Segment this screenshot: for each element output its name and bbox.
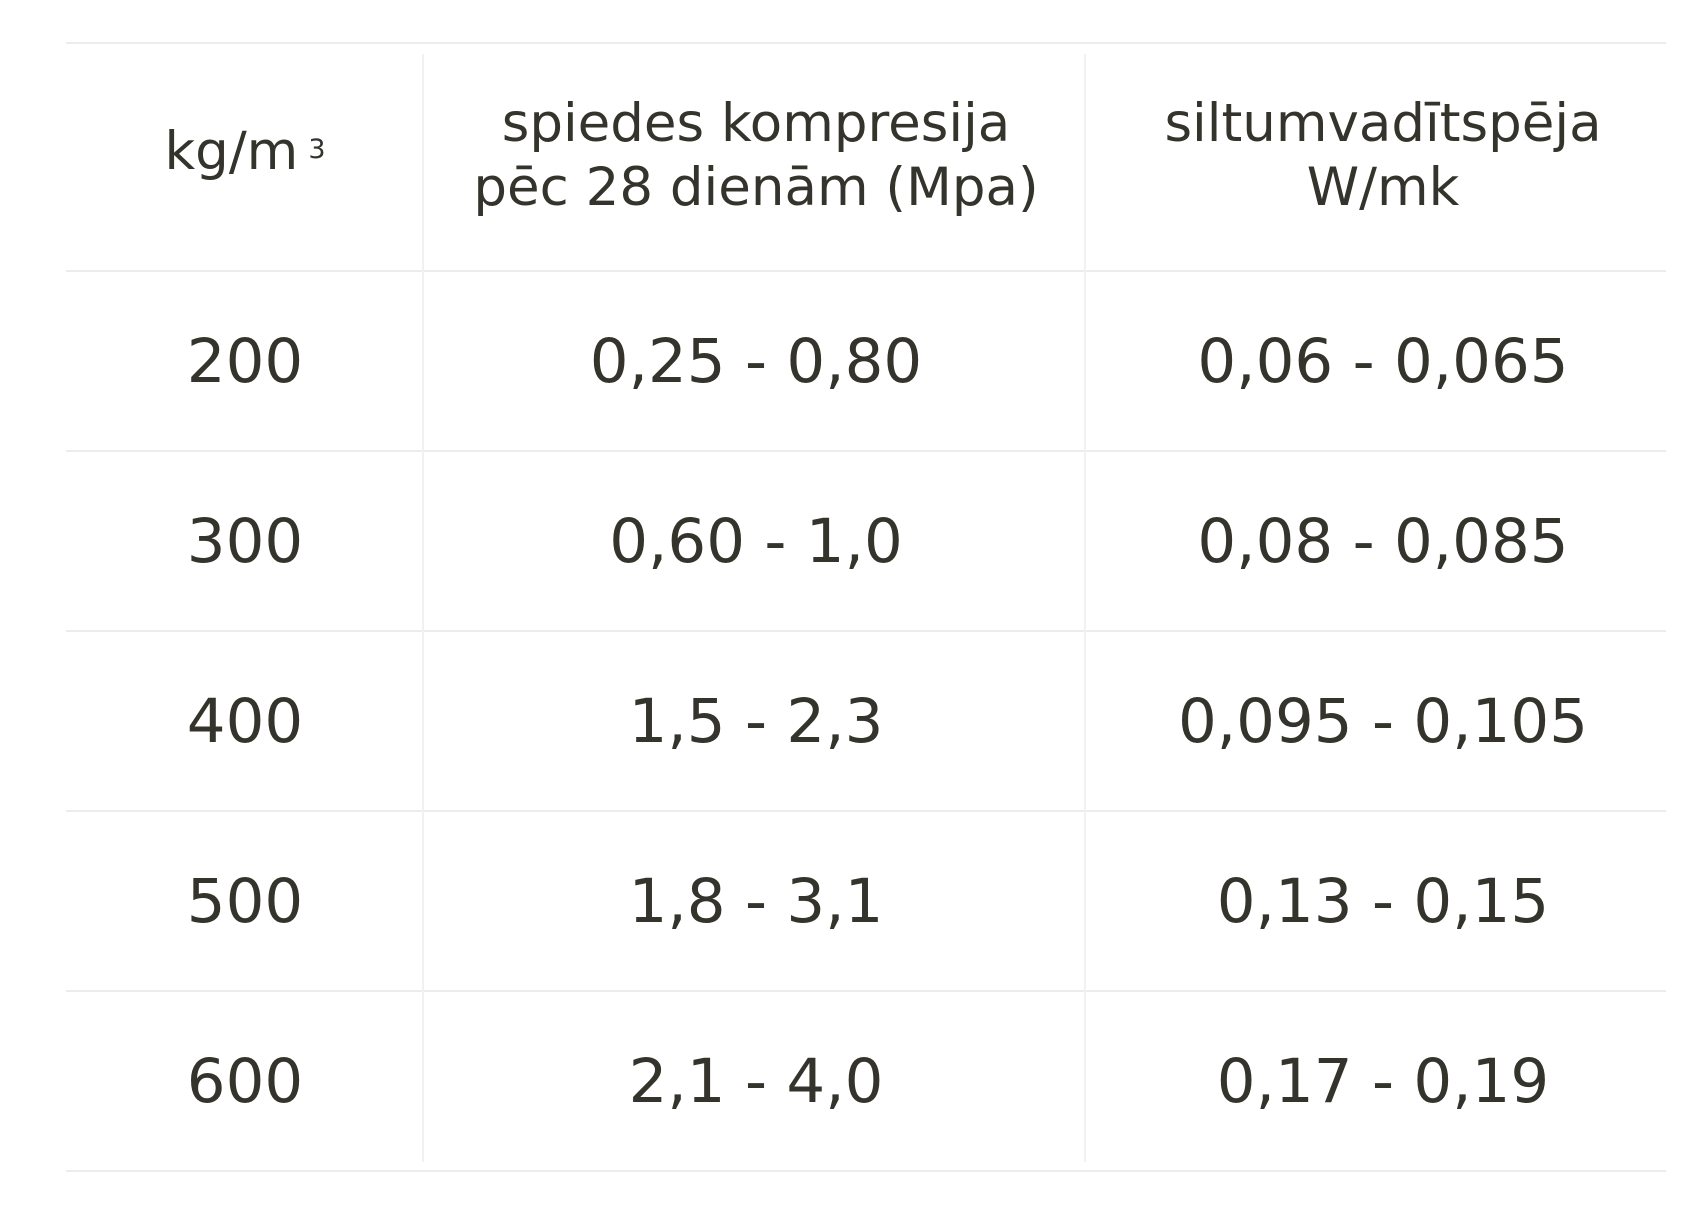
cell-conductivity: 0,08 - 0,085	[1197, 505, 1569, 577]
header-conductivity: siltumvadītspēja W/mk	[1088, 44, 1678, 268]
header-conductivity-line2: W/mk	[1306, 157, 1460, 218]
row-divider	[66, 810, 1666, 812]
cell-compression: 1,5 - 2,3	[628, 685, 884, 757]
cell-conductivity: 0,17 - 0,19	[1216, 1045, 1550, 1117]
header-density-unit: kg/m	[164, 121, 299, 182]
cell-compression: 0,25 - 0,80	[589, 325, 923, 397]
cell-density: 200	[186, 325, 304, 397]
row-divider	[66, 450, 1666, 452]
row-divider	[66, 630, 1666, 632]
cell-conductivity: 0,06 - 0,065	[1197, 325, 1569, 397]
column-divider	[422, 54, 424, 1162]
cell-density: 300	[186, 505, 304, 577]
header-density: kg/m 3	[66, 44, 424, 268]
cell-density: 600	[186, 1045, 304, 1117]
cell-conductivity: 0,13 - 0,15	[1216, 865, 1550, 937]
row-divider	[66, 990, 1666, 992]
header-compression-line1: spiedes kompresija	[501, 93, 1011, 154]
header-divider	[66, 270, 1666, 272]
cell-conductivity: 0,095 - 0,105	[1177, 685, 1589, 757]
table-top-border	[66, 42, 1666, 44]
cell-compression: 1,8 - 3,1	[628, 865, 884, 937]
cell-density: 400	[186, 685, 304, 757]
cell-compression: 0,60 - 1,0	[609, 505, 903, 577]
table-bottom-border	[66, 1170, 1666, 1172]
header-compression: spiedes kompresija pēc 28 dienām (Mpa)	[426, 44, 1086, 268]
header-conductivity-line1: siltumvadītspēja	[1164, 93, 1602, 154]
cell-compression: 2,1 - 4,0	[628, 1045, 884, 1117]
cell-density: 500	[186, 865, 304, 937]
header-compression-line2: pēc 28 dienām (Mpa)	[473, 157, 1039, 218]
column-divider	[1084, 54, 1086, 1162]
header-density-superscript: 3	[308, 134, 326, 165]
data-table: kg/m 3 spiedes kompresija pēc 28 dienām (…	[66, 42, 1666, 1176]
